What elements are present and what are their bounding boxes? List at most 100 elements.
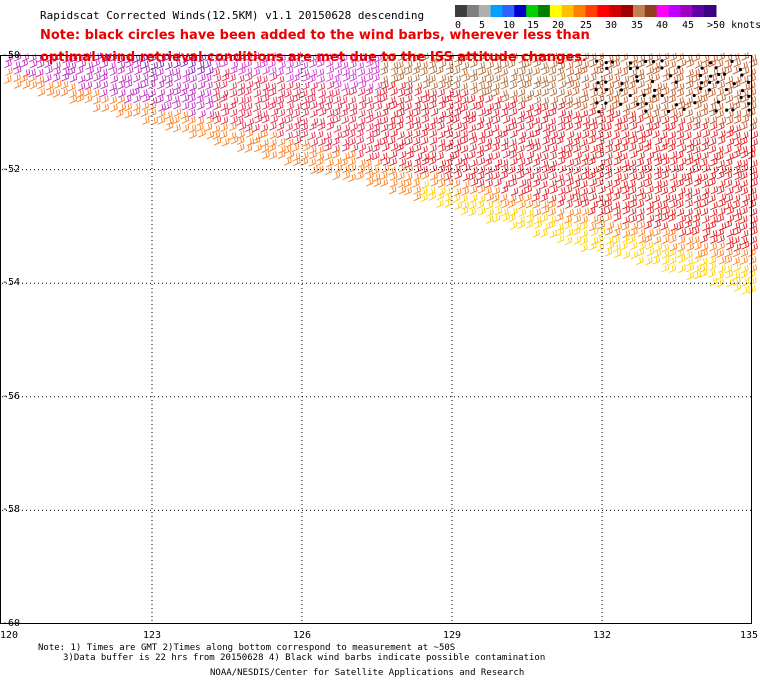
- wind-barb: [421, 171, 430, 180]
- wind-barb: [549, 88, 558, 97]
- wind-barb: [637, 221, 646, 230]
- wind-barb: [420, 193, 428, 203]
- wind-barb: [428, 74, 436, 84]
- wind-barb: [100, 73, 108, 82]
- wind-barb: [580, 194, 588, 203]
- wind-barb: [517, 220, 525, 229]
- wind-barb: [36, 75, 45, 85]
- wind-barb: [285, 131, 293, 141]
- wind-barb: [606, 108, 615, 118]
- wind-barb: [564, 150, 572, 160]
- wind-barb: [373, 138, 382, 147]
- wind-barb: [573, 165, 581, 175]
- wind-barb: [732, 179, 740, 188]
- wind-barb: [501, 60, 510, 69]
- wind-barb: [444, 165, 452, 175]
- wind-barb: [654, 136, 663, 146]
- wind-barb: [708, 58, 716, 68]
- wind-barb: [540, 213, 548, 223]
- wind-barb: [542, 109, 550, 119]
- wind-barb: [606, 115, 614, 124]
- wind-barb: [470, 166, 478, 176]
- wind-barb: [604, 206, 613, 215]
- flag-circle: [635, 75, 639, 79]
- wind-barb: [508, 165, 516, 175]
- wind-barb: [429, 95, 437, 104]
- wind-barb: [204, 123, 213, 132]
- wind-barb: [540, 180, 548, 190]
- wind-barb: [246, 117, 254, 127]
- wind-barb: [523, 180, 532, 189]
- wind-barb: [749, 277, 757, 286]
- wind-barb: [358, 80, 367, 90]
- wind-barb: [412, 74, 420, 83]
- wind-barb: [548, 67, 557, 76]
- wind-barb: [332, 171, 341, 181]
- wind-barb: [262, 66, 270, 75]
- wind-barb: [557, 116, 566, 126]
- wind-barb: [509, 178, 518, 188]
- wind-barb: [710, 129, 718, 139]
- wind-barb: [492, 143, 500, 152]
- wind-barb: [502, 149, 511, 159]
- wind-barb: [421, 180, 430, 189]
- wind-barb: [349, 60, 357, 70]
- wind-barb: [740, 122, 748, 131]
- wind-barb: [742, 193, 750, 203]
- wind-barb: [254, 114, 263, 124]
- wind-barb: [53, 67, 61, 76]
- wind-barb: [85, 61, 94, 70]
- wind-barb: [581, 81, 590, 91]
- wind-barb: [531, 138, 540, 147]
- wind-barb: [677, 117, 686, 126]
- wind-barb: [476, 116, 485, 125]
- wind-barb: [485, 152, 493, 162]
- wind-barb: [437, 88, 445, 98]
- wind-barb: [508, 213, 516, 223]
- wind-barb: [430, 171, 438, 181]
- wind-barb: [708, 255, 717, 265]
- wind-barb: [284, 156, 292, 166]
- wind-barb: [379, 87, 388, 96]
- wind-barb: [189, 130, 197, 139]
- wind-barb: [171, 95, 180, 104]
- wind-barb: [732, 271, 741, 280]
- wind-barb: [132, 87, 140, 96]
- wind-barb: [476, 95, 485, 104]
- wind-barb: [437, 173, 446, 182]
- wind-barb: [548, 124, 557, 133]
- color-swatch: [668, 5, 681, 17]
- wind-barb: [387, 117, 396, 126]
- wind-barb: [669, 242, 678, 252]
- wind-barb: [628, 207, 637, 217]
- wind-barb: [420, 129, 428, 138]
- wind-barb: [605, 152, 613, 161]
- wind-barb: [476, 171, 485, 181]
- wind-barb: [555, 213, 564, 222]
- wind-barb: [486, 215, 494, 224]
- wind-barb: [660, 201, 668, 210]
- wind-barb: [589, 178, 597, 187]
- wind-barb: [517, 123, 525, 132]
- wind-barb: [612, 201, 620, 211]
- wind-barb: [413, 108, 421, 117]
- wind-barb: [524, 185, 533, 194]
- wind-barb: [420, 165, 428, 175]
- wind-barb: [219, 80, 228, 89]
- wind-barb: [739, 171, 748, 180]
- flag-circle: [628, 66, 633, 71]
- wind-barb: [462, 172, 471, 182]
- wind-barb: [269, 130, 278, 140]
- wind-barb: [651, 109, 660, 119]
- wind-barb: [532, 178, 541, 188]
- wind-barb: [604, 248, 613, 257]
- wind-barb: [749, 264, 758, 273]
- wind-barb: [270, 108, 279, 117]
- wind-barb: [701, 215, 710, 224]
- wind-barb: [523, 80, 532, 89]
- credit-line: NOAA/NESDIS/Center for Satellite Applica…: [210, 668, 525, 678]
- wind-barb: [670, 164, 679, 173]
- wind-barb: [557, 88, 565, 97]
- wind-barb: [676, 178, 684, 188]
- wind-barb: [587, 156, 596, 166]
